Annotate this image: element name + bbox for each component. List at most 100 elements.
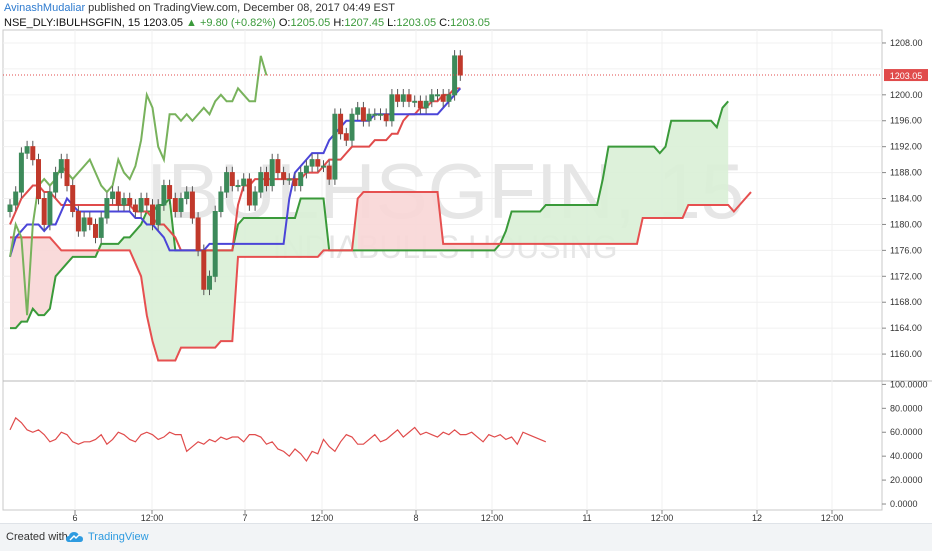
open-label: O: bbox=[278, 17, 291, 29]
candle-body bbox=[343, 133, 349, 141]
candle bbox=[207, 270, 212, 296]
candle-body bbox=[440, 94, 446, 102]
candle bbox=[264, 166, 269, 192]
x-tick-label: 12:00 bbox=[311, 513, 334, 523]
candle bbox=[81, 212, 87, 237]
candlesticks bbox=[7, 50, 463, 296]
candle bbox=[338, 108, 344, 140]
candle-body bbox=[184, 191, 190, 200]
x-tick-label: 8 bbox=[413, 513, 418, 523]
candle-body bbox=[400, 94, 406, 102]
base-line bbox=[9, 87, 461, 252]
candle-body bbox=[349, 113, 355, 141]
candle-body bbox=[7, 204, 13, 212]
candle bbox=[53, 166, 59, 198]
leading-span-a-line bbox=[10, 100, 729, 330]
candle bbox=[150, 199, 155, 231]
candle-body bbox=[298, 172, 304, 187]
y-tick-label: 1160.00 bbox=[890, 349, 922, 359]
candle-body bbox=[264, 172, 269, 187]
candle-body bbox=[372, 113, 378, 116]
candle-body bbox=[36, 159, 41, 200]
candle bbox=[457, 50, 463, 81]
candle bbox=[440, 88, 446, 108]
candle-body bbox=[115, 191, 121, 206]
candle bbox=[172, 192, 178, 218]
low-value: 1203.05 bbox=[396, 17, 437, 29]
candle-body bbox=[406, 94, 412, 102]
candle-body bbox=[258, 172, 264, 193]
price-chart[interactable]: IBULHSGFIN, 15 INDIABULLS HOUSING 1203.0… bbox=[0, 0, 932, 523]
x-tick-label: 12:00 bbox=[141, 513, 164, 523]
candle bbox=[30, 140, 36, 166]
candle bbox=[246, 173, 252, 211]
candle-body bbox=[235, 185, 241, 188]
candle-body bbox=[338, 113, 344, 135]
candle bbox=[332, 108, 338, 185]
last-price-label: 1203.05 bbox=[890, 71, 923, 81]
candle-body bbox=[417, 100, 423, 109]
author-link[interactable]: AvinashMudaliar bbox=[4, 2, 86, 14]
candle bbox=[36, 153, 41, 205]
bearish-cloud bbox=[357, 192, 501, 251]
candle-body bbox=[412, 100, 418, 103]
y-tick-label: 1196.00 bbox=[890, 116, 922, 126]
candle bbox=[195, 212, 201, 257]
candle bbox=[138, 192, 144, 218]
candle bbox=[110, 186, 116, 205]
candle bbox=[372, 108, 378, 121]
candle bbox=[224, 166, 230, 198]
chart-border bbox=[2, 29, 883, 511]
time-axis[interactable]: 6 12:00 7 12:00 8 12:00 11 12:00 12 12:00 bbox=[72, 510, 843, 523]
candle bbox=[298, 166, 304, 192]
candle bbox=[241, 173, 247, 192]
x-tick-label: 6 bbox=[72, 513, 77, 523]
candle-body bbox=[309, 159, 315, 167]
last-price: 1203.05 bbox=[143, 17, 183, 29]
candle bbox=[218, 186, 224, 218]
candle bbox=[349, 108, 355, 147]
close-value: 1203.05 bbox=[450, 17, 490, 29]
candle-body bbox=[286, 178, 292, 181]
x-tick-label: 11 bbox=[582, 513, 591, 523]
candle-body bbox=[395, 94, 401, 102]
candle-body bbox=[355, 107, 361, 115]
candle bbox=[7, 199, 13, 218]
candle-body bbox=[332, 113, 338, 180]
candle bbox=[58, 153, 64, 179]
tradingview-brand-link[interactable]: TradingView bbox=[88, 531, 149, 543]
candle-body bbox=[446, 94, 452, 102]
candle-body bbox=[30, 146, 36, 161]
price-change: +9.80 (+0.82%) bbox=[199, 17, 276, 29]
candle bbox=[41, 192, 47, 231]
candle-body bbox=[64, 159, 70, 187]
candle-body bbox=[87, 217, 93, 225]
symbol-name[interactable]: NSE_DLY:IBULHSGFIN, 15 bbox=[4, 17, 141, 29]
change-up-icon: ▲ bbox=[186, 17, 197, 29]
candle bbox=[366, 108, 372, 127]
candle-body bbox=[155, 204, 161, 225]
y-tick-label: 1188.00 bbox=[890, 168, 922, 178]
candle-body bbox=[383, 113, 389, 122]
candle bbox=[189, 186, 195, 224]
candle bbox=[161, 179, 167, 211]
ichimoku-cloud bbox=[10, 101, 729, 361]
rsi-axis[interactable]: 100.0000 80.0000 60.0000 40.0000 20.0000 0.00… bbox=[882, 379, 928, 509]
candle-body bbox=[326, 165, 332, 180]
candle bbox=[104, 192, 110, 224]
candle bbox=[406, 88, 412, 108]
candle-body bbox=[172, 198, 178, 212]
rsi-tick-label: 100.0000 bbox=[890, 379, 928, 389]
candle-body bbox=[93, 223, 98, 238]
y-tick-label: 1164.00 bbox=[890, 323, 922, 333]
candle bbox=[13, 186, 19, 211]
last-price-marker: 1203.05 bbox=[3, 69, 928, 82]
candle-body bbox=[13, 191, 19, 206]
x-tick-label: 7 bbox=[242, 513, 247, 523]
rsi-line bbox=[9, 416, 547, 463]
candle-body bbox=[138, 198, 144, 212]
lagging-span-line bbox=[9, 55, 268, 316]
candle bbox=[326, 160, 332, 185]
price-axis[interactable]: 1208.00 1200.00 1196.00 1192.00 1188.00 1184.… bbox=[882, 38, 923, 359]
candle bbox=[184, 186, 190, 205]
